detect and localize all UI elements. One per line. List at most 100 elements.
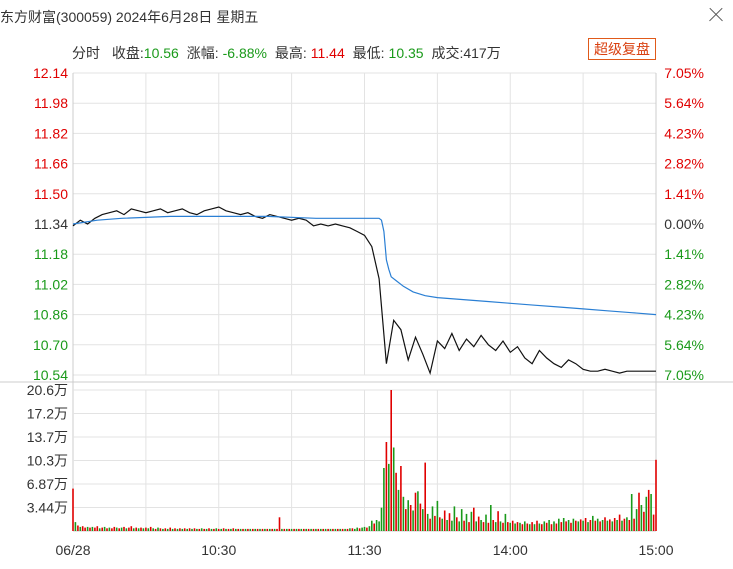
volume-bar: [269, 528, 271, 531]
price-tick-label: 11.82: [34, 125, 68, 141]
volume-bar: [322, 528, 324, 531]
volume-bar: [526, 523, 529, 531]
price-tick-label: 10.54: [33, 367, 68, 383]
volume-bar: [244, 528, 247, 531]
volume-bar: [635, 509, 638, 531]
volume-bar: [490, 505, 492, 531]
volume-bar: [436, 500, 439, 531]
time-tick-label: 10:30: [201, 542, 236, 558]
volume-bar: [283, 528, 286, 531]
volume-bar: [609, 519, 611, 531]
volume-bar: [98, 528, 101, 531]
volume-bar: [235, 528, 237, 531]
volume-bar: [373, 523, 375, 531]
volume-bar: [487, 522, 490, 531]
volume-bar: [555, 523, 558, 531]
volume-bar: [400, 466, 402, 531]
volume-bar: [407, 500, 409, 531]
volume-bar: [247, 528, 249, 531]
volume-bar: [159, 528, 162, 531]
volume-bar: [507, 522, 509, 531]
volume-bar: [179, 528, 181, 531]
volume-bar: [431, 506, 434, 531]
volume-bar: [579, 519, 582, 531]
volume-bar: [458, 521, 460, 531]
volume-bar: [594, 520, 597, 531]
pct-tick-label: 5.64%: [664, 337, 704, 353]
volume-bar: [623, 518, 626, 531]
tab-timeshare[interactable]: 分时: [72, 45, 100, 61]
volume-bar: [111, 528, 113, 531]
volume-bar: [371, 520, 373, 531]
volume-bar: [439, 517, 441, 531]
volume-bar: [528, 524, 531, 531]
volume-bar: [596, 518, 599, 531]
volume-bar: [315, 528, 317, 531]
volume-bar: [217, 528, 220, 531]
volume-bar: [140, 527, 142, 531]
volume-bar: [300, 528, 303, 531]
volume-bar: [227, 528, 230, 531]
volume-bar: [577, 521, 580, 531]
average-price-line: [72, 215, 657, 316]
volume-bar: [351, 528, 354, 531]
volume-bar: [196, 528, 198, 531]
volume-bar: [305, 528, 307, 531]
time-tick-label: 15:00: [638, 542, 673, 558]
volume-bar: [266, 528, 269, 531]
volume-bar: [633, 518, 635, 531]
volume-bar: [96, 526, 99, 531]
super-restore-button[interactable]: 超级复盘: [588, 38, 656, 60]
volume-bar: [538, 523, 541, 531]
volume-bar: [601, 520, 604, 531]
volume-bar: [271, 528, 273, 531]
volume-bar: [237, 528, 239, 531]
volume-bar: [417, 491, 419, 531]
volume-bar: [225, 528, 227, 531]
volume-bar: [356, 527, 358, 531]
time-tick-label: 11:30: [348, 542, 382, 558]
volume-bar: [115, 527, 118, 531]
volume-bar: [208, 528, 210, 531]
volume-bar: [616, 520, 618, 531]
volume-bar: [388, 463, 390, 531]
pct-tick-label: 2.82%: [664, 156, 704, 172]
volume-bar: [419, 503, 422, 531]
volume-bar: [89, 527, 91, 531]
change-label: 涨幅:: [186, 45, 219, 61]
volume-bar: [424, 462, 426, 531]
volume-bar: [358, 528, 361, 531]
volume-bar: [611, 521, 614, 531]
volume-bar: [473, 507, 475, 531]
price-line: [72, 206, 656, 376]
volume-bar: [81, 526, 84, 531]
volume-bar: [346, 528, 349, 531]
volume-bar: [205, 528, 208, 531]
volume-bar: [130, 526, 133, 531]
volume-bar: [565, 521, 567, 531]
volume-bar: [383, 468, 385, 531]
volume-bar: [361, 527, 363, 531]
volume-bar: [560, 522, 563, 531]
volume-bar: [222, 528, 225, 531]
volume-bar: [514, 523, 516, 531]
volume-bar: [504, 513, 507, 531]
volume-bar: [183, 528, 186, 531]
volume-bar: [645, 496, 648, 531]
volume-bar: [164, 528, 167, 531]
volume-bar: [434, 515, 436, 531]
volume-bar: [543, 521, 546, 531]
volume-bar: [303, 528, 305, 531]
volume-bar: [497, 511, 499, 531]
high-value: 11.44: [310, 45, 345, 61]
price-tick-label: 11.50: [34, 186, 68, 202]
volume-bar: [203, 528, 205, 531]
price-tick-label: 11.66: [34, 156, 68, 172]
volume-bar: [137, 528, 140, 531]
volume-bar: [606, 520, 609, 531]
volume-bar: [582, 520, 584, 531]
pct-tick-label: 7.05%: [664, 367, 704, 383]
volume-bar: [640, 505, 643, 531]
volume-bar: [166, 528, 169, 531]
volume-bar: [332, 528, 334, 531]
